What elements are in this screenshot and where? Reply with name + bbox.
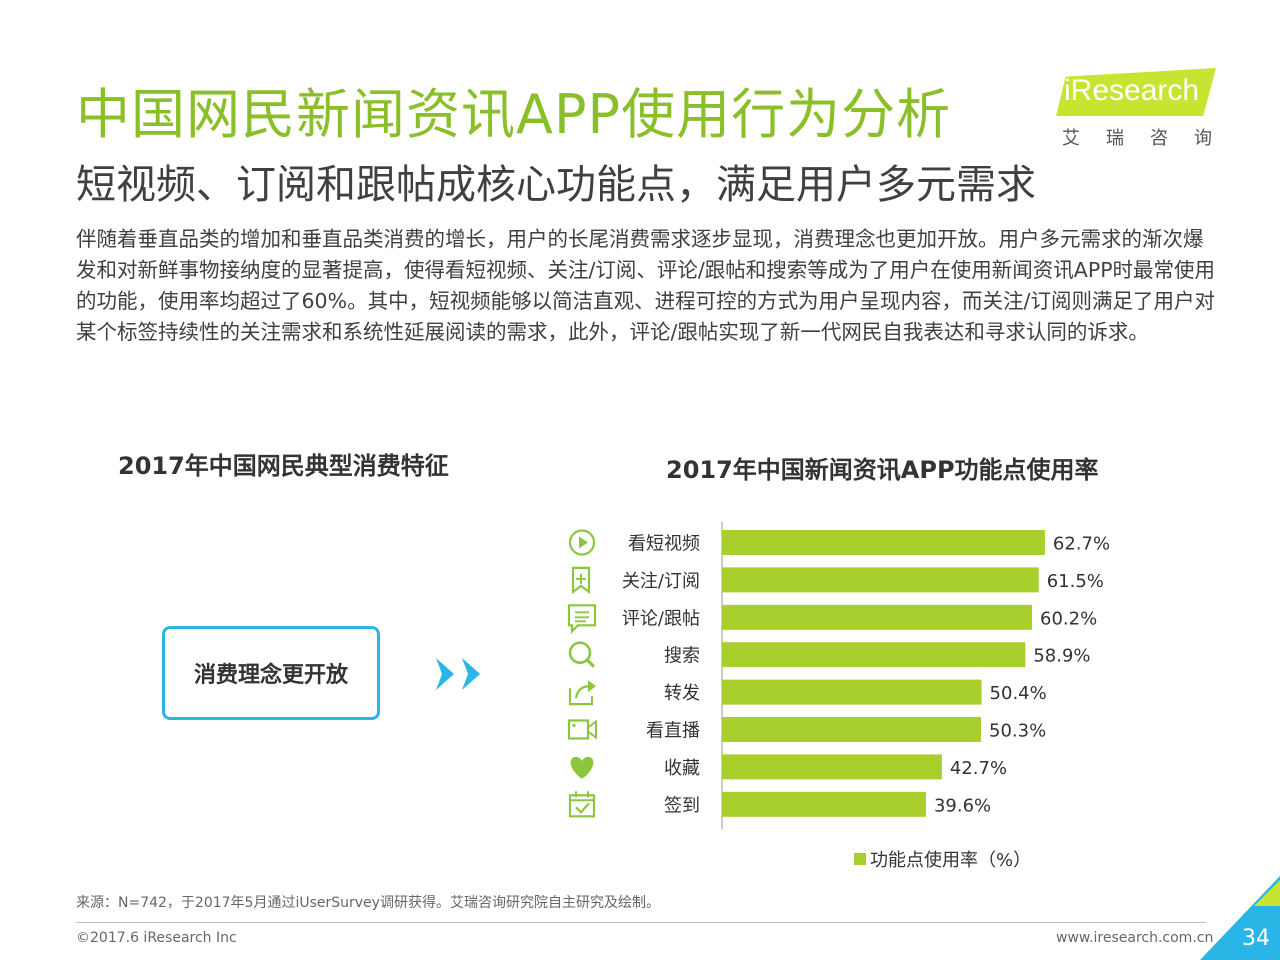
- legend-swatch: [854, 853, 866, 865]
- value-label: 39.6%: [934, 795, 991, 816]
- calendar-check-icon: [568, 791, 596, 818]
- consumer-trait-label: 消费理念更开放: [193, 663, 348, 688]
- page-corner-triangle: [1200, 876, 1280, 960]
- chart-legend: 功能点使用率（%）: [854, 846, 1031, 872]
- bar: [722, 604, 1033, 630]
- category-label: 收藏: [664, 758, 700, 779]
- logo-text: iResearch: [1064, 74, 1200, 107]
- website-link[interactable]: www.iresearch.com.cn: [1056, 930, 1214, 946]
- page-number: 34: [1242, 926, 1270, 951]
- category-label: 搜索: [664, 646, 700, 667]
- share-icon: [568, 680, 596, 706]
- logo-background: [1056, 68, 1216, 116]
- value-label: 61.5%: [1047, 571, 1104, 592]
- bookmark-add-icon: [571, 566, 591, 595]
- category-label: 看直播: [646, 721, 700, 742]
- search-icon: [568, 641, 596, 668]
- consumer-trait-title: 2017年中国网民典型消费特征: [118, 452, 449, 480]
- value-label: 50.3%: [989, 721, 1046, 742]
- heart-icon: [570, 756, 594, 779]
- page-subtitle: 短视频、订阅和跟帖成核心功能点，满足用户多元需求: [76, 162, 1036, 208]
- category-label: 看短视频: [628, 534, 700, 555]
- bar: [722, 679, 982, 705]
- bar: [722, 717, 982, 742]
- category-label: 评论/跟帖: [622, 608, 700, 629]
- value-label: 62.7%: [1053, 534, 1110, 555]
- description-paragraph: 伴随着垂直品类的增加和垂直品类消费的增长，用户的长尾消费需求逐步显现，消费理念也…: [76, 227, 1216, 344]
- value-label: 60.2%: [1040, 608, 1097, 629]
- bar: [722, 530, 1045, 555]
- iresearch-logo: iResearch 艾瑞咨询: [1056, 68, 1238, 149]
- chart-title: 2017年中国新闻资讯APP功能点使用率: [666, 456, 1099, 484]
- consumer-trait-box: 消费理念更开放: [162, 626, 380, 720]
- bar: [722, 567, 1039, 593]
- category-label: 转发: [664, 683, 700, 704]
- page-title: 中国网民新闻资讯APP使用行为分析: [76, 83, 952, 146]
- source-note: 来源：N=742，于2017年5月通过iUserSurvey调研获得。艾瑞咨询研…: [76, 895, 660, 911]
- feature-usage-bar-chart: 看短视频 62.7% 关注/订阅 61.5% 评论/跟帖 60.2% 搜索 58.9% 转发 50…: [567, 522, 1110, 830]
- camera-icon: [567, 719, 597, 740]
- bar: [722, 754, 942, 780]
- value-label: 58.9%: [1033, 646, 1090, 667]
- logo-chinese-text: 艾瑞咨询: [1062, 128, 1238, 149]
- comment-icon: [567, 604, 597, 634]
- value-label: 42.7%: [950, 758, 1007, 779]
- value-label: 50.4%: [990, 683, 1047, 704]
- footer-divider: [76, 922, 1206, 923]
- copyright-text: ©2017.6 iResearch Inc: [76, 930, 237, 946]
- legend-label: 功能点使用率（%）: [870, 850, 1032, 871]
- category-label: 关注/订阅: [622, 571, 700, 592]
- double-chevron-right-icon: [436, 658, 480, 690]
- bar: [722, 642, 1026, 668]
- category-label: 签到: [664, 795, 700, 816]
- play-icon: [568, 529, 596, 556]
- bar: [722, 791, 926, 817]
